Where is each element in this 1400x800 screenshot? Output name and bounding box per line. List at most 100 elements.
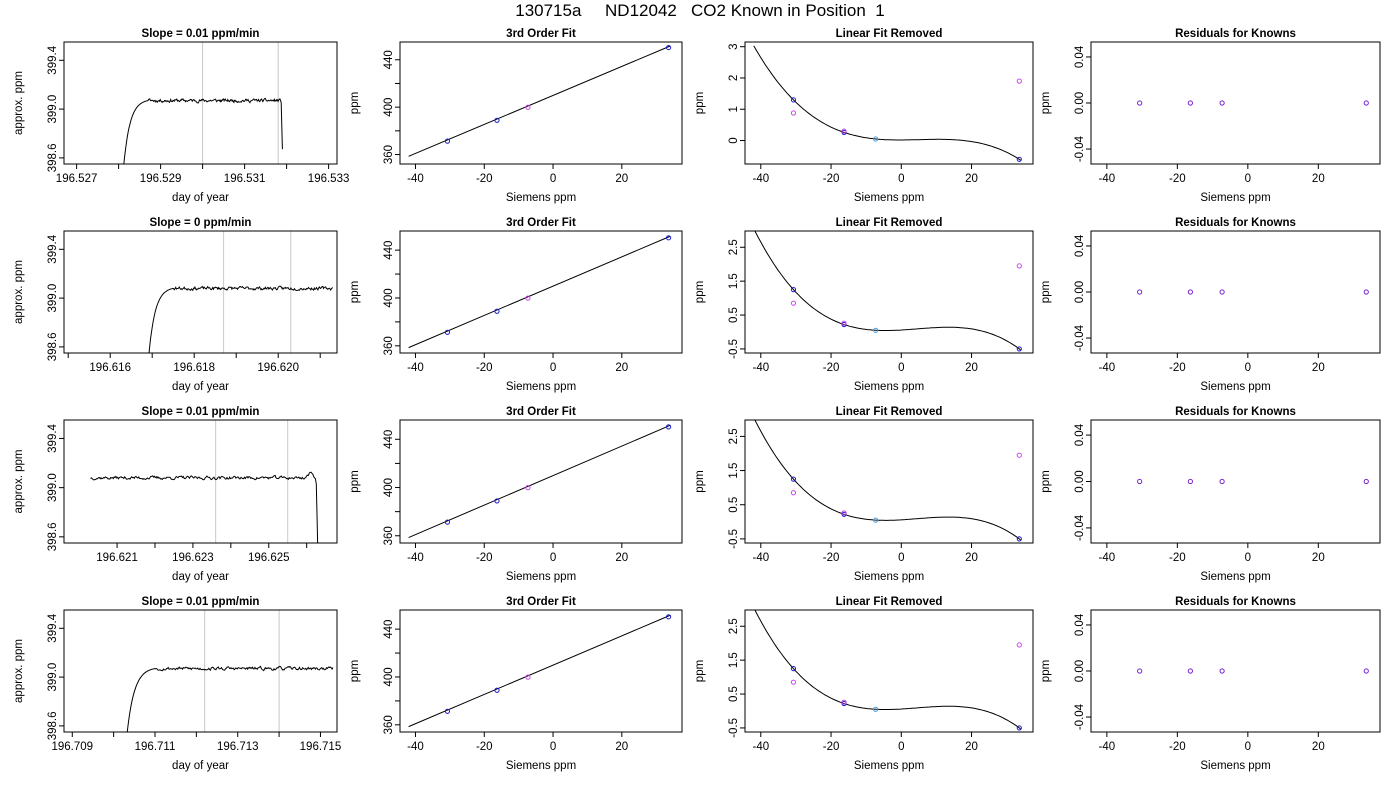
row1-knowns-xtick-label: -20 xyxy=(1169,173,1186,185)
row3-knowns-point xyxy=(1219,478,1225,485)
row1-knowns-point xyxy=(1137,100,1143,106)
row4-knowns-ytick-label: -0.04 xyxy=(1074,703,1086,730)
row2-knowns-ytick-label: -0.04 xyxy=(1074,324,1086,351)
row3-fit-xtick-label: -20 xyxy=(476,552,493,564)
row3-fit-line xyxy=(408,424,671,539)
row2-fit-point xyxy=(444,329,451,335)
row1-knowns-point xyxy=(1363,100,1369,106)
row1-time-xtick-label: 196.531 xyxy=(224,173,266,185)
row4-knowns-xtick-label: -40 xyxy=(1099,741,1116,753)
row2-time-ylabel: approx. ppm xyxy=(13,260,25,324)
row4-knowns-point xyxy=(1219,668,1225,674)
row3-time-xtick-label: 196.625 xyxy=(248,552,290,564)
row2-knowns-point xyxy=(1187,289,1193,295)
row3-fit-title: 3rd Order Fit xyxy=(506,406,576,418)
row4-fit-plot-area xyxy=(408,614,672,728)
row4-time-ytick-label: 399.0 xyxy=(47,663,59,692)
row2-time-panel: Slope = 0 ppm/min 196.616 196.618 196.620 39… xyxy=(13,217,338,393)
row2-fit-frame xyxy=(399,230,683,354)
row2-fit-plot-area xyxy=(408,235,672,349)
row4-linear-removed-title: Linear Fit Removed xyxy=(836,596,943,608)
row4-linear-removed-ylabel: ppm xyxy=(694,660,706,682)
row2-time-plot-area xyxy=(148,231,334,353)
row4-linear-removed-xtick-label: -20 xyxy=(823,741,840,753)
row2-linear-removed-point xyxy=(1016,263,1022,269)
row2-knowns-point xyxy=(1363,289,1369,295)
row2-linear-removed-ytick-label: 2.5 xyxy=(728,239,740,255)
row4-fit-line xyxy=(408,614,671,728)
row3-linear-removed-point xyxy=(790,490,797,496)
row2-linear-removed-point xyxy=(841,320,847,326)
row3-linear-removed-ytick-label: 1.5 xyxy=(728,463,740,479)
row4-linear-removed-point xyxy=(1016,642,1022,648)
row2-knowns-frame xyxy=(1090,230,1381,354)
row3-knowns-title: Residuals for Knowns xyxy=(1175,406,1296,418)
row4-knowns-plot-area xyxy=(1137,668,1369,674)
row2-knowns-xlabel: Siemens ppm xyxy=(1200,381,1270,393)
row1-fit-frame xyxy=(399,41,683,165)
row4-fit-ytick-label: 400 xyxy=(383,667,395,686)
row3-linear-removed-curve xyxy=(754,420,1022,541)
row3-knowns-xtick-label: -20 xyxy=(1169,552,1186,564)
row2-linear-removed-curve xyxy=(754,231,1022,351)
row1-fit-line xyxy=(408,45,671,157)
row1-knowns-plot-area xyxy=(1137,100,1369,106)
row2-knowns-point xyxy=(1137,289,1143,295)
row4-linear-removed-ytick-label: -0.5 xyxy=(728,718,740,738)
row3-fit-xtick-label: 0 xyxy=(550,552,556,564)
row4-time-frame xyxy=(63,609,338,733)
row2-time-ytick-label: 398.6 xyxy=(47,333,59,362)
row1-fit-ylabel: ppm xyxy=(349,92,361,114)
row2-linear-removed-xtick-label: -40 xyxy=(752,362,769,374)
row4-linear-removed-xtick-label: -40 xyxy=(752,741,769,753)
row4-linear-removed-frame xyxy=(744,609,1034,733)
row2-linear-removed-ytick-label: 1.5 xyxy=(728,273,740,289)
row3-fit-xlabel: Siemens ppm xyxy=(506,571,576,583)
row3-linear-removed-ytick-label: 2.5 xyxy=(728,428,740,444)
row1-fit-ytick-label: 440 xyxy=(383,50,395,69)
row2-fit-point xyxy=(665,235,672,241)
row4-knowns-point xyxy=(1137,668,1143,674)
row2-linear-removed-point xyxy=(790,287,797,293)
row1-linear-removed-xtick-label: 20 xyxy=(965,173,978,185)
row2-time-trace xyxy=(148,285,334,353)
row3-linear-removed-point xyxy=(1016,452,1022,458)
row1-linear-removed-ytick-label: 0 xyxy=(728,137,740,143)
row1-fit-panel: 3rd Order Fit -40 -20 0 20 360 400 440 Siemens p… xyxy=(349,28,683,204)
row4-fit-point xyxy=(494,687,500,693)
row3-time-xtick-label: 196.623 xyxy=(172,552,214,564)
row1-time-ytick-label: 399.0 xyxy=(47,95,59,124)
row3-knowns-xtick-label: -40 xyxy=(1099,552,1116,564)
row1-linear-removed-xtick-label: 0 xyxy=(898,173,904,185)
row3-knowns-xlabel: Siemens ppm xyxy=(1200,571,1270,583)
row4-fit-point xyxy=(525,674,531,680)
row1-time-ylabel: approx. ppm xyxy=(13,71,25,135)
row2-fit-ytick-label: 360 xyxy=(383,336,395,355)
row2-linear-removed-point xyxy=(873,327,879,333)
row4-linear-removed-xlabel: Siemens ppm xyxy=(854,760,924,772)
row4-fit-xtick-label: 0 xyxy=(550,741,556,753)
row3-linear-removed-xlabel: Siemens ppm xyxy=(854,571,924,583)
row1-linear-removed-xtick-label: -40 xyxy=(752,173,769,185)
row1-time-trace xyxy=(123,97,283,164)
row1-fit-point xyxy=(494,117,500,123)
row1-linear-removed-curve xyxy=(753,45,1021,161)
row1-linear-removed-ytick-label: 2 xyxy=(728,75,740,81)
row1-fit-point xyxy=(444,138,451,144)
row3-linear-removed-ytick-label: 0.5 xyxy=(728,497,740,513)
row1-time-title: Slope = 0.01 ppm/min xyxy=(142,28,260,40)
row2-fit-ytick-label: 440 xyxy=(383,241,395,260)
row4-knowns-title: Residuals for Knowns xyxy=(1175,596,1296,608)
row3-time-panel: Slope = 0.01 ppm/min 196.621 196.623 196.62… xyxy=(13,406,338,583)
row3-knowns-ytick-label: 0.04 xyxy=(1074,423,1086,446)
row3-time-frame xyxy=(63,419,338,544)
row3-linear-removed-xtick-label: -40 xyxy=(752,552,769,564)
row4-time-xtick-label: 196.715 xyxy=(300,741,342,753)
row3-fit-ytick-label: 360 xyxy=(383,526,395,545)
row3-time-ylabel: approx. ppm xyxy=(13,450,25,514)
row2-linear-removed-point xyxy=(1016,346,1022,352)
row1-fit-xtick-label: 0 xyxy=(550,173,556,185)
row4-fit-panel: 3rd Order Fit -40 -20 0 20 360 400 440 Siemens p… xyxy=(349,596,683,772)
row1-time-frame xyxy=(63,41,338,165)
